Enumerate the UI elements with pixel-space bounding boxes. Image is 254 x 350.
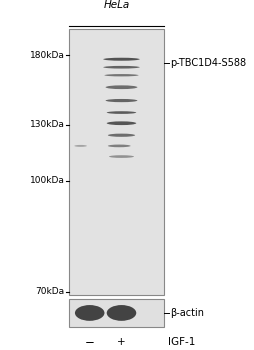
Ellipse shape — [104, 74, 138, 76]
Ellipse shape — [107, 305, 136, 321]
Ellipse shape — [108, 145, 131, 147]
Text: HeLa: HeLa — [103, 0, 130, 10]
Text: IGF-1: IGF-1 — [168, 337, 195, 348]
Ellipse shape — [107, 121, 136, 125]
Ellipse shape — [108, 134, 135, 137]
Ellipse shape — [106, 85, 137, 89]
Text: β-actin: β-actin — [170, 308, 204, 318]
Text: 130kDa: 130kDa — [30, 120, 65, 129]
Ellipse shape — [107, 111, 136, 114]
Text: 70kDa: 70kDa — [36, 287, 65, 296]
Text: +: + — [117, 337, 126, 348]
Ellipse shape — [109, 155, 134, 158]
Text: 180kDa: 180kDa — [30, 51, 65, 60]
Ellipse shape — [103, 58, 140, 61]
Text: 100kDa: 100kDa — [30, 176, 65, 185]
FancyBboxPatch shape — [69, 299, 164, 327]
Ellipse shape — [103, 66, 140, 69]
FancyBboxPatch shape — [69, 29, 164, 295]
Ellipse shape — [74, 145, 87, 147]
Text: −: − — [85, 336, 95, 349]
Text: p-TBC1D4-S588: p-TBC1D4-S588 — [170, 58, 246, 68]
Ellipse shape — [75, 305, 104, 321]
Ellipse shape — [106, 99, 137, 102]
